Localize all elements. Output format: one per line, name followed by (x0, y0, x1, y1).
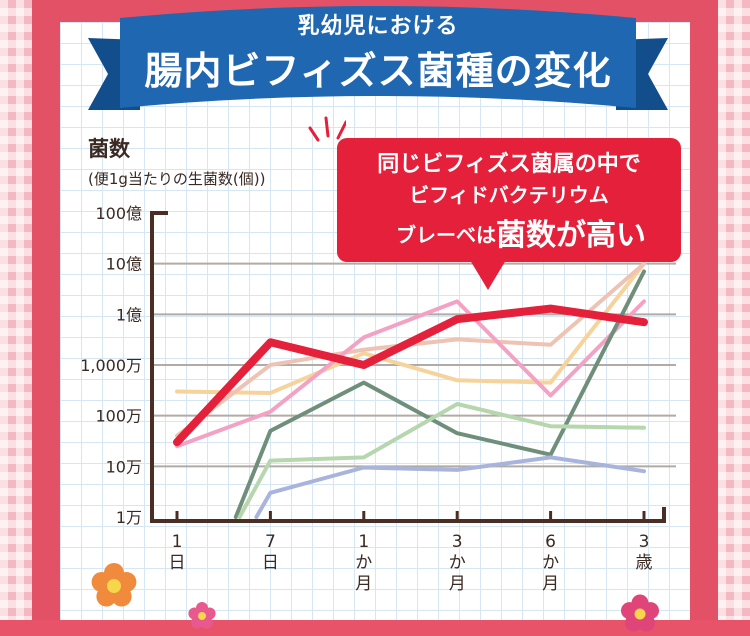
y-tick-label: 10億 (106, 255, 142, 274)
x-tick-label: 日 (262, 553, 279, 573)
x-tick-label: 歳 (636, 553, 653, 573)
series-line (173, 304, 648, 447)
y-tick-label: 1万 (116, 508, 142, 527)
series-line (175, 299, 646, 449)
callout-line-1: 同じビフィズス菌属の中で (377, 152, 641, 177)
x-tick-label: 6 (545, 532, 556, 552)
callout-line-3-emphasis: 菌数が高い (496, 218, 646, 253)
series-line (237, 402, 646, 519)
x-tick-label: 1 (358, 532, 369, 552)
x-tick-label: か (542, 553, 559, 573)
series-line (254, 455, 646, 519)
y-tick-label: 100万 (95, 407, 142, 426)
callout-line-2: ビフィドバクテリウム (409, 183, 609, 207)
x-tick-label: か (449, 553, 466, 573)
callout-line-3-prefix: ブレーベは (396, 223, 496, 247)
callout-box: 同じビフィズス菌属の中で ビフィドバクテリウム ブレーベは 菌数が高い (337, 138, 681, 262)
y-axis-title: 菌数 (88, 137, 130, 161)
gingham-border-right (718, 0, 750, 620)
pink-flower-large-icon (621, 594, 659, 632)
orange-flower-icon (91, 563, 137, 607)
title-line-1: 乳幼児における (297, 14, 459, 39)
x-tick-label: 日 (169, 553, 186, 573)
emphasis-burst-icon (308, 116, 346, 142)
gingham-border-left (0, 0, 32, 620)
series-line (233, 269, 646, 519)
series-line (175, 261, 646, 395)
x-tick-label: 3 (452, 532, 463, 552)
x-tick-label: か (355, 553, 372, 573)
y-axis-subtitle: (便1g当たりの生菌数(個)) (88, 170, 266, 188)
title-line-2: 腸内ビフィズス菌種の変化 (144, 49, 612, 93)
x-tick-label: 月 (355, 574, 372, 594)
y-tick-label: 1億 (116, 305, 142, 324)
x-tick-label: 月 (449, 574, 466, 594)
x-tick-label: 3 (639, 532, 650, 552)
x-tick-label: 7 (265, 532, 276, 552)
callout-tail (470, 260, 506, 290)
ribbon-shape (88, 6, 668, 110)
y-tick-label: 1,000万 (80, 356, 142, 375)
x-tick-label: 1 (172, 532, 183, 552)
y-tick-label: 10万 (106, 457, 142, 476)
title-ribbon: 乳幼児における 腸内ビフィズス菌種の変化 (80, 0, 676, 125)
x-tick-label: 月 (542, 574, 559, 594)
y-tick-label: 100億 (95, 204, 142, 223)
pink-flower-small-icon (188, 602, 216, 629)
